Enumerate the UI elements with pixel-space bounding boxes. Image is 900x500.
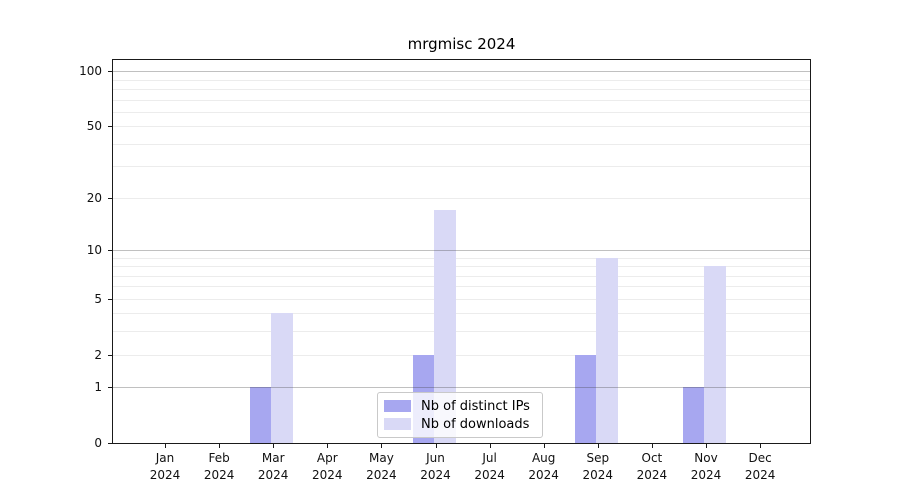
y-tick-label: 5 <box>94 291 102 306</box>
bar-downloads-sep <box>595 257 618 443</box>
bar-downloads-mar <box>271 313 294 443</box>
major-gridline <box>113 71 810 73</box>
y-tick-mark <box>108 443 113 444</box>
minor-gridline <box>113 266 810 267</box>
legend-swatch-distinct-ips-icon <box>384 400 411 412</box>
y-tick-mark <box>108 126 113 128</box>
bar-distinct-ips-nov <box>683 387 704 443</box>
x-tick-mark <box>760 444 762 448</box>
bar-distinct-ips-mar <box>250 387 272 443</box>
legend-swatch-downloads-icon <box>384 418 411 430</box>
bar-downloads-nov <box>704 266 726 443</box>
x-tick-mark <box>651 444 653 448</box>
legend: Nb of distinct IPs Nb of downloads <box>377 392 543 438</box>
x-tick-mark <box>543 444 545 448</box>
y-tick-mark <box>108 197 113 199</box>
y-tick-mark <box>108 249 113 251</box>
x-tick-mark <box>273 444 275 448</box>
x-tick-mark <box>165 444 166 448</box>
x-tick-label-jul: Jul 2024 <box>474 451 505 482</box>
minor-gridline <box>113 166 810 168</box>
x-tick-mark <box>597 444 599 448</box>
minor-gridline <box>113 79 810 81</box>
y-tick-mark <box>108 387 113 389</box>
minor-gridline <box>113 331 810 333</box>
bar-downloads-jun <box>433 210 456 443</box>
minor-gridline <box>113 275 810 277</box>
x-tick-label-nov: Nov 2024 <box>690 451 722 482</box>
x-tick-label-may: May 2024 <box>366 451 397 482</box>
minor-gridline <box>113 257 810 259</box>
y-tick-label: 1 <box>94 380 102 395</box>
y-tick-label: 0 <box>94 436 102 450</box>
x-tick-label-jan: Jan 2024 <box>149 451 181 482</box>
minor-gridline <box>113 88 810 90</box>
x-tick-label-sep: Sep 2024 <box>582 451 614 482</box>
plot-area: Nb of distinct IPs Nb of downloads <box>112 59 811 444</box>
minor-gridline <box>113 354 810 356</box>
x-tick-label-mar: Mar 2024 <box>257 451 289 482</box>
legend-item-downloads: Nb of downloads <box>384 415 535 433</box>
x-tick-label-apr: Apr 2024 <box>312 451 343 482</box>
minor-gridline <box>113 197 810 199</box>
x-tick-label-dec: Dec 2024 <box>744 451 776 482</box>
y-tick-mark <box>108 354 113 356</box>
minor-gridline <box>113 313 810 315</box>
minor-gridline <box>113 298 810 300</box>
minor-gridline <box>113 143 810 145</box>
chart-title: mrgmisc 2024 <box>407 35 516 53</box>
x-tick-mark <box>435 444 437 448</box>
major-gridline <box>113 387 810 389</box>
minor-gridline <box>113 111 810 113</box>
y-tick-label: 20 <box>86 190 102 205</box>
x-tick-label-aug: Aug 2024 <box>528 451 559 482</box>
minor-gridline <box>113 286 810 288</box>
minor-gridline <box>113 99 810 101</box>
legend-label-distinct-ips: Nb of distinct IPs <box>421 398 530 414</box>
major-gridline <box>113 249 810 251</box>
legend-item-distinct-ips: Nb of distinct IPs <box>384 397 535 415</box>
x-tick-mark <box>327 444 329 448</box>
y-tick-label: 50 <box>86 119 102 134</box>
x-tick-mark <box>489 444 491 448</box>
y-tick-label: 10 <box>86 242 102 257</box>
y-tick-label: 100 <box>79 64 102 79</box>
legend-label-downloads: Nb of downloads <box>421 416 530 432</box>
x-tick-mark <box>706 444 707 448</box>
minor-gridline <box>113 126 810 128</box>
bar-distinct-ips-sep <box>574 354 596 443</box>
y-tick-label: 2 <box>94 347 102 362</box>
x-tick-label-jun: Jun 2024 <box>420 451 451 482</box>
x-tick-mark <box>381 444 383 448</box>
x-tick-label-feb: Feb 2024 <box>203 451 235 482</box>
y-tick-mark <box>108 71 113 73</box>
y-tick-mark <box>108 298 113 300</box>
x-tick-mark <box>219 444 221 448</box>
x-tick-label-oct: Oct 2024 <box>636 451 668 482</box>
